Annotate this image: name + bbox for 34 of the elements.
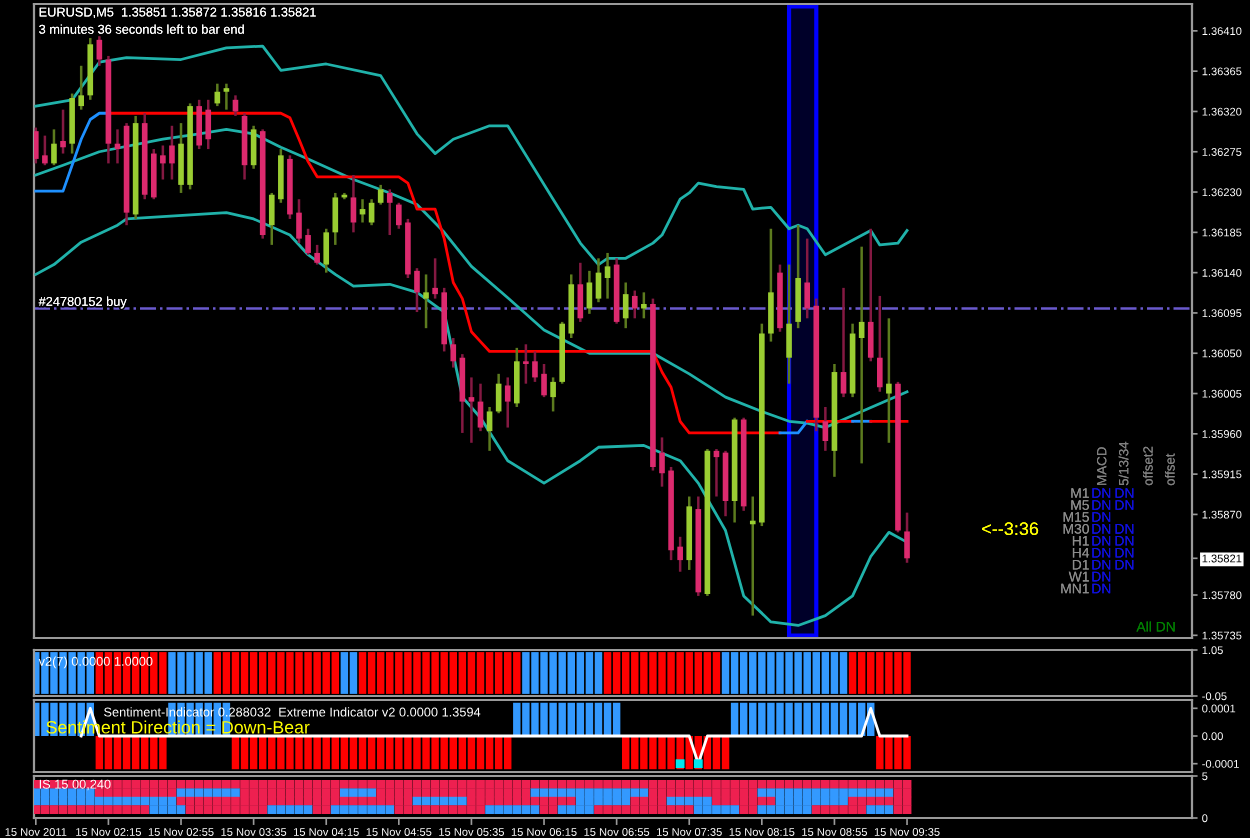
- candlestick: [822, 405, 829, 453]
- candlestick: [468, 376, 475, 445]
- candlestick: [332, 191, 339, 247]
- line-series: [34, 44, 909, 266]
- annotation: <--3:36: [982, 522, 1039, 536]
- candlestick: [550, 376, 556, 413]
- candlestick: [450, 336, 457, 369]
- candlestick: [423, 273, 429, 330]
- candlestick: [386, 188, 393, 237]
- line-series: [34, 111, 110, 193]
- candlestick: [795, 223, 801, 330]
- candlestick: [486, 405, 493, 453]
- candlestick: [904, 511, 910, 565]
- candlestick: [60, 108, 66, 155]
- candlestick: [840, 286, 847, 399]
- candlestick: [631, 289, 638, 320]
- candlestick: [886, 317, 892, 445]
- candlestick: [223, 82, 230, 111]
- candlestick: [604, 251, 611, 300]
- candlestick: [504, 376, 511, 429]
- candlestick: [877, 294, 883, 393]
- candlestick: [622, 281, 629, 330]
- candlestick: [42, 134, 48, 167]
- candlestick: [786, 263, 792, 385]
- candlestick: [323, 227, 330, 274]
- candlestick: [96, 34, 103, 68]
- line-series: [34, 211, 909, 627]
- candlestick: [314, 243, 320, 266]
- candlestick: [51, 128, 57, 167]
- candlestick: [377, 183, 384, 206]
- candlestick: [768, 227, 774, 343]
- candlestick: [641, 291, 647, 320]
- candlestick: [513, 346, 520, 409]
- candlestick: [867, 227, 874, 363]
